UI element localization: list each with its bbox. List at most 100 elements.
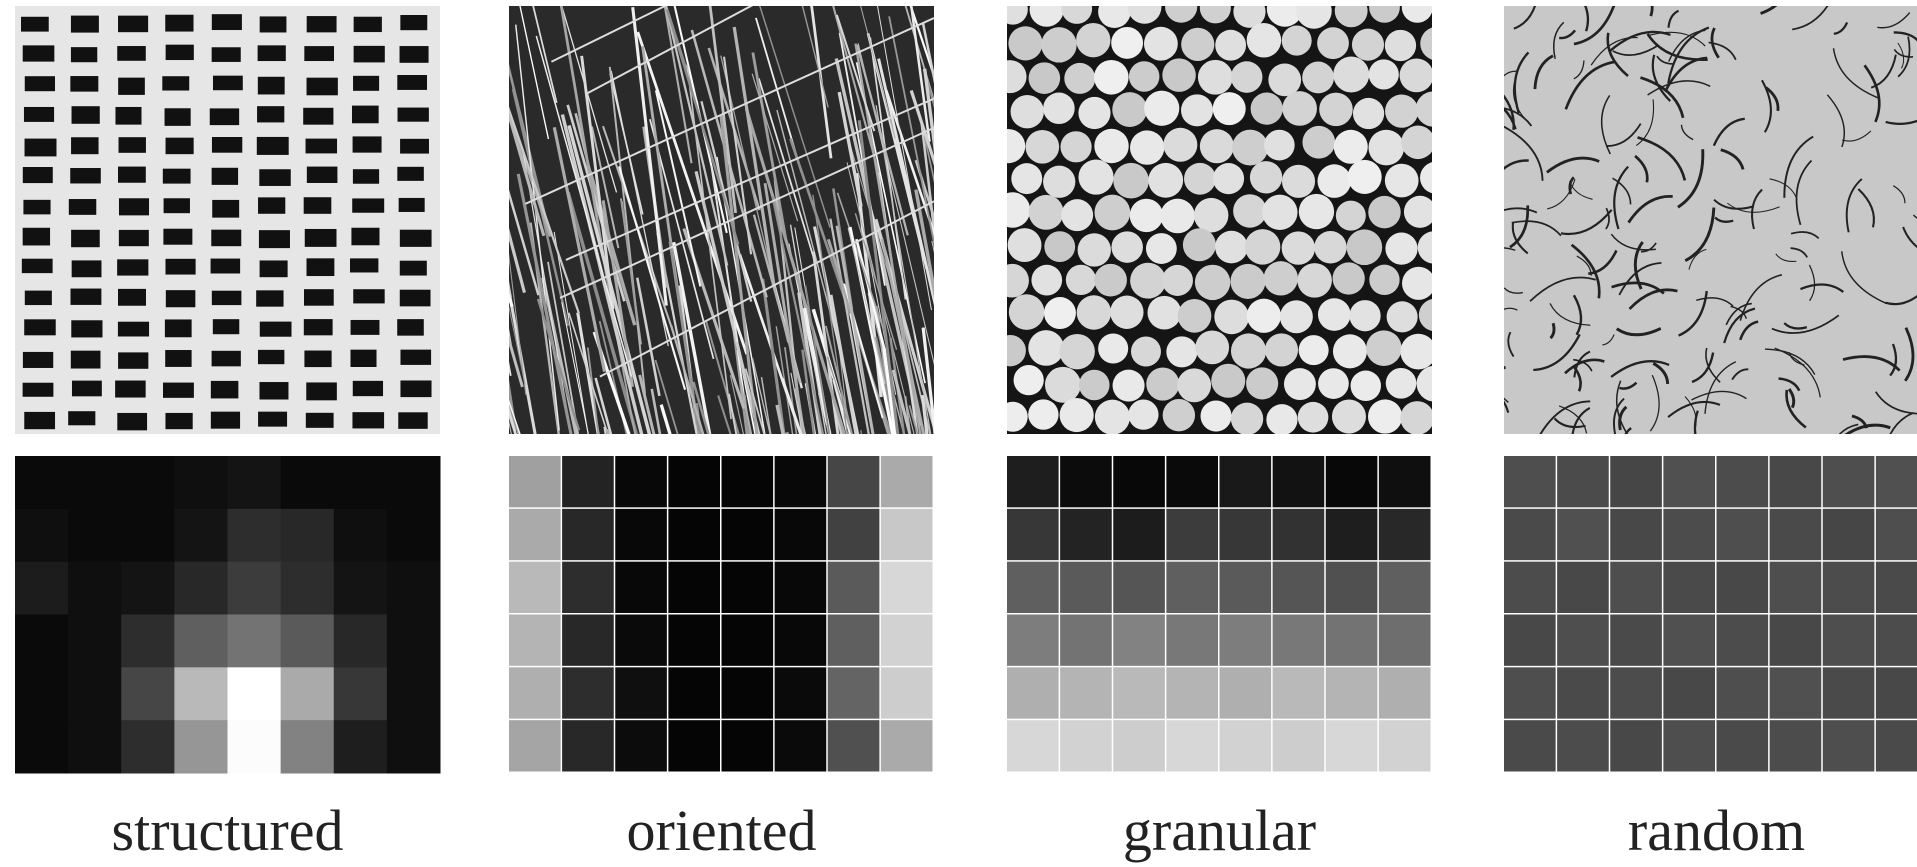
bead: [1130, 130, 1164, 164]
bead: [1265, 333, 1298, 366]
bead: [1060, 334, 1095, 369]
weave-hole: [68, 411, 95, 425]
grid-cell: [1557, 562, 1609, 613]
grid-cell: [1663, 720, 1715, 771]
weave-hole: [21, 17, 49, 32]
weave-hole: [118, 167, 146, 183]
grid-cell: [881, 615, 933, 666]
grid-cell: [775, 562, 827, 613]
bead: [1011, 163, 1042, 194]
bead: [1181, 94, 1213, 126]
grid-cell: [1273, 615, 1325, 666]
bead: [1045, 367, 1081, 403]
straw: [928, 434, 964, 691]
grid-cell: [1220, 667, 1272, 718]
bead: [1349, 300, 1380, 331]
weave-hole: [71, 351, 101, 369]
bead: [1230, 264, 1265, 299]
grid-cell: [1166, 456, 1218, 507]
weave-hole: [165, 108, 191, 126]
weave-hole: [166, 290, 196, 307]
weave-hole: [71, 47, 97, 62]
bead: [1347, 229, 1383, 265]
grid-cell: [1220, 456, 1272, 507]
grid-cell: [722, 456, 774, 507]
weave-hole: [400, 46, 429, 63]
panel-label: structured: [112, 798, 344, 863]
grid-cell: [387, 562, 441, 615]
grid-cell: [174, 562, 228, 615]
grid-cell: [1166, 509, 1218, 560]
straw: [441, 422, 513, 774]
bead: [1028, 399, 1058, 429]
weave-hole: [211, 230, 241, 247]
grid-cell: [615, 667, 667, 718]
grid-cell: [1557, 456, 1609, 507]
grid-cell: [509, 509, 561, 560]
weave-hole: [258, 350, 284, 364]
weave-hole: [304, 351, 331, 368]
grid-cell: [1557, 509, 1609, 560]
panel-label: oriented: [626, 798, 816, 863]
grid-cell: [1770, 509, 1822, 560]
weave-hole: [212, 14, 242, 30]
bead: [1025, 130, 1059, 164]
weave-hole: [352, 198, 384, 212]
fibre: [1448, 387, 1508, 402]
weave-hole: [212, 168, 238, 185]
weave-hole: [118, 78, 145, 95]
grid-cell: [281, 615, 335, 668]
grid-cell: [334, 562, 388, 615]
grid-cell: [1060, 509, 1112, 560]
grid-cell: [1876, 562, 1917, 613]
weave-hole: [69, 199, 96, 215]
weave-hole: [119, 198, 149, 215]
grid-cell: [1379, 509, 1431, 560]
grid-cell: [15, 456, 69, 509]
grid-cell: [68, 720, 122, 773]
bead: [1064, 63, 1095, 94]
grid-cell: [668, 509, 720, 560]
bead: [1246, 367, 1278, 399]
bead: [995, 192, 1030, 227]
bead: [1420, 162, 1452, 194]
grid-cell: [281, 456, 335, 509]
weave-hole: [350, 258, 378, 272]
weave-hole: [23, 228, 50, 246]
bead: [1385, 232, 1417, 264]
grid-cell: [1663, 456, 1715, 507]
weave-hole: [306, 382, 337, 400]
grid-cell: [334, 615, 388, 668]
bead: [1094, 60, 1129, 95]
grid-cell: [334, 456, 388, 509]
grid-cell: [121, 562, 175, 615]
grid-cell: [881, 456, 933, 507]
weave-hole: [165, 350, 191, 367]
weave-hole: [117, 46, 146, 61]
bead: [1183, 228, 1216, 261]
grid-cell: [1876, 509, 1917, 560]
weave-hole: [400, 261, 427, 276]
bead: [1314, 231, 1346, 263]
bead: [1094, 195, 1130, 231]
weave-hole: [307, 16, 337, 32]
bead: [1060, 398, 1094, 432]
weave-hole: [212, 291, 242, 305]
grid-cell: [15, 509, 69, 562]
grid-cell: [68, 456, 122, 509]
weave-hole: [304, 319, 333, 335]
weave-hole: [353, 136, 382, 152]
bead: [1131, 337, 1161, 367]
grid-cell: [615, 456, 667, 507]
fibre: [1474, 123, 1505, 135]
grid-cell: [775, 509, 827, 560]
bead: [1147, 296, 1181, 330]
straw: [453, 15, 482, 258]
weave-hole: [24, 107, 54, 122]
bead: [1297, 263, 1332, 298]
weave-hole: [23, 383, 54, 397]
weave-hole: [306, 139, 338, 154]
bead: [1008, 228, 1042, 262]
grid-cell: [1717, 720, 1769, 771]
grid-cell: [615, 615, 667, 666]
